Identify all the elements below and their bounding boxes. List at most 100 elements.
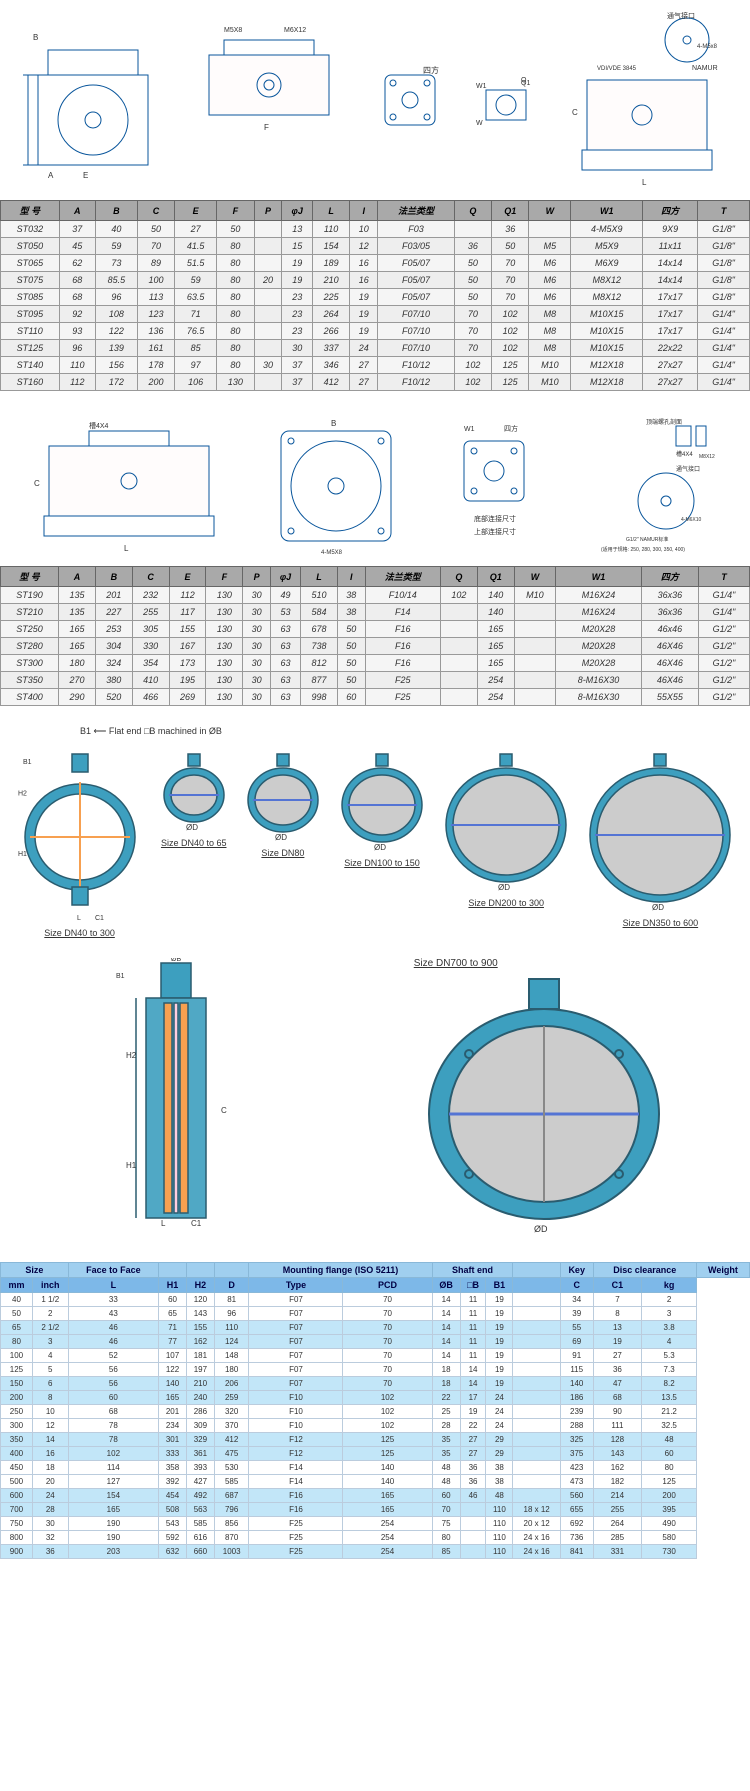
table-row: ST085689611363.5802322519F05/075070M6M8X… — [1, 289, 750, 306]
valve-item: H2 H1 L C1 B1 Size DN40 to 300 — [15, 752, 145, 938]
col-header: 法兰类型 — [378, 201, 454, 221]
svg-text:L: L — [77, 915, 81, 922]
svg-text:C1: C1 — [191, 1219, 202, 1228]
table-row: 80032190592616870F252548011024 x 1673628… — [1, 1531, 750, 1545]
svg-text:L: L — [161, 1219, 166, 1228]
svg-text:H1: H1 — [126, 1161, 137, 1170]
table-row: 3001278234309370F1010228222428811132.5 — [1, 1419, 750, 1433]
svg-text:C: C — [572, 108, 578, 117]
table-row: ST190135201232112130304951038F10/1410214… — [1, 587, 750, 604]
col-header: L — [301, 567, 338, 587]
svg-text:4-M6X10: 4-M6X10 — [681, 517, 702, 523]
svg-text:(适用于规格: 250, 280, 300, 350, 40: (适用于规格: 250, 280, 300, 350, 400) — [601, 546, 685, 553]
svg-text:NAMUR: NAMUR — [692, 65, 718, 72]
svg-text:通气接口: 通气接口 — [667, 11, 695, 20]
svg-text:4-M5X8: 4-M5X8 — [321, 550, 343, 556]
actuator-large-side: 槽4X4 C L — [29, 416, 229, 556]
sub-header: L — [68, 1278, 158, 1293]
table-row: ST250165253305155130306367850F16165M20X2… — [1, 621, 750, 638]
table-row: 150656140210206F0770181419140478.2 — [1, 1377, 750, 1391]
svg-text:上部连接尺寸: 上部连接尺寸 — [474, 527, 516, 536]
svg-text:四方: 四方 — [504, 424, 518, 433]
group-header: Shaft end — [432, 1263, 513, 1278]
sub-header: D — [214, 1278, 249, 1293]
col-header: B — [95, 201, 137, 221]
col-header: φJ — [270, 567, 300, 587]
table-row: 125556122197180F0770181419115367.3 — [1, 1363, 750, 1377]
svg-text:ØD: ØD — [186, 823, 198, 832]
col-header: 四方 — [643, 201, 698, 221]
col-header: F — [206, 567, 243, 587]
svg-text:底部连接尺寸: 底部连接尺寸 — [474, 514, 516, 523]
col-header: 型 号 — [1, 567, 59, 587]
col-header: W — [514, 567, 555, 587]
valve-diagrams-row1: H2 H1 L C1 B1 Size DN40 to 300 ØD Size D… — [0, 742, 750, 948]
spec-table-2: 型 号ABCEFPφJLI法兰类型QQ1WW1四方T ST19013520123… — [0, 566, 750, 706]
svg-text:H2: H2 — [126, 1051, 137, 1060]
group-header: Mounting flange (ISO 5211) — [249, 1263, 432, 1278]
col-header: B — [95, 567, 132, 587]
col-header: W1 — [556, 567, 642, 587]
svg-text:L: L — [124, 544, 129, 553]
col-header: A — [59, 201, 95, 221]
table-row: ST1401101561789780303734627F10/12102125M… — [1, 357, 750, 374]
group-header: Key — [560, 1263, 593, 1278]
group-header — [186, 1263, 214, 1278]
table-row: ST0756885.51005980201921016F05/075070M6M… — [1, 272, 750, 289]
svg-text:C1: C1 — [95, 915, 104, 922]
col-header: I — [350, 201, 378, 221]
col-header: T — [698, 201, 750, 221]
col-header: L — [312, 201, 349, 221]
dimension-table: SizeFace to Face Mounting flange (ISO 521… — [0, 1262, 750, 1559]
svg-text:B1: B1 — [116, 973, 125, 980]
indicator: W1 Q1 W Q — [471, 70, 541, 130]
col-header: E — [175, 201, 217, 221]
sub-header: C — [560, 1278, 593, 1293]
svg-text:C: C — [34, 479, 40, 488]
table-row: 45018114358393530F1414048363842316280 — [1, 1461, 750, 1475]
actuator-large-front: B 4-M5X8 — [266, 416, 406, 556]
svg-text:G1/2" NAMUR标准: G1/2" NAMUR标准 — [626, 536, 668, 543]
svg-text:VDI/VDE 3845: VDI/VDE 3845 — [597, 66, 637, 72]
svg-text:四方: 四方 — [423, 65, 439, 75]
valve-front-700: Size DN700 to 900 ØD — [414, 958, 674, 1237]
table-row: 75030190543585856F252547511020 x 1269226… — [1, 1517, 750, 1531]
table-row: 60024154454492687F16165604648560214200 — [1, 1489, 750, 1503]
group-header: Size — [1, 1263, 69, 1278]
svg-text:C: C — [221, 1106, 227, 1115]
table-row: 3501478301329412F1212535272932512848 — [1, 1433, 750, 1447]
svg-text:E: E — [83, 171, 88, 180]
sub-header: ØB — [432, 1278, 460, 1293]
flange-small: 四方 — [375, 65, 445, 135]
col-header: T — [698, 567, 749, 587]
table-row: ST210135227255117130305358438F14140M16X2… — [1, 604, 750, 621]
table-row: ST05045597041.5801515412F03/053650M5M5X9… — [1, 238, 750, 255]
group-header: Face to Face — [68, 1263, 158, 1278]
svg-text:槽4X4: 槽4X4 — [676, 450, 693, 458]
table-row: ST400290520466269130306399860F252548-M16… — [1, 689, 750, 706]
col-header: P — [254, 201, 282, 221]
svg-text:M6X12: M6X12 — [284, 27, 306, 34]
table-row: 50020127392427585F14140483638473182125 — [1, 1475, 750, 1489]
table-row: ST03237405027501311010F03364-M5X99X9G1/8… — [1, 221, 750, 238]
col-header: 法兰类型 — [365, 567, 440, 587]
table-row: 502436514396F07701411193983 — [1, 1307, 750, 1321]
table-row: ST1601121722001061303741227F10/12102125M… — [1, 374, 750, 391]
svg-text:L: L — [642, 178, 647, 187]
col-header: φJ — [282, 201, 312, 221]
table-row: ST0959210812371802326419F07/1070102M8M10… — [1, 306, 750, 323]
table-row: ST300180324354173130306381250F16165M20X2… — [1, 655, 750, 672]
sub-header: H1 — [159, 1278, 187, 1293]
sub-header: □B — [460, 1278, 486, 1293]
col-header: 型 号 — [1, 201, 60, 221]
valve-diagrams-row2: H2 H1 C L C1 ØB B1 Size DN700 to 900 ØD — [0, 948, 750, 1247]
svg-text:ØD: ØD — [498, 883, 510, 892]
sub-header — [513, 1278, 560, 1293]
svg-text:H1: H1 — [18, 851, 27, 858]
detail-right: 顶端螺孔剖面 槽4X4 M8X12 通气接口 4-M6X10 G1/2" NAM… — [581, 416, 721, 556]
sub-header: PCD — [343, 1278, 432, 1293]
svg-text:A: A — [48, 171, 54, 180]
valve-item: ØD Size DN40 to 65 — [159, 752, 229, 938]
table-row: 70028165508563796F161657011018 x 1265525… — [1, 1503, 750, 1517]
col-header: Q — [441, 567, 478, 587]
